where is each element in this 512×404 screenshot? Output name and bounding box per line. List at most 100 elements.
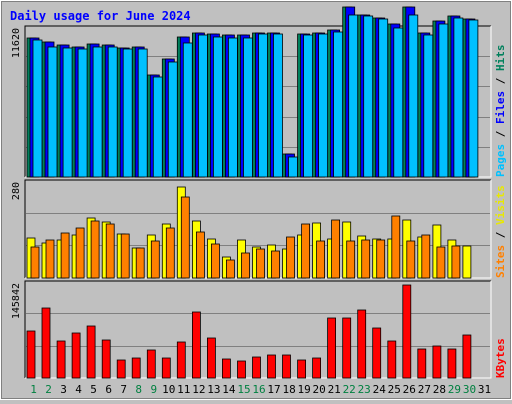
bar-sites-day-14: [225, 259, 235, 279]
bar-pages-day-14: [227, 37, 238, 178]
bar-sites-day-6: [105, 223, 115, 279]
bar-sites-day-21: [331, 219, 341, 279]
bar-pages-day-18: [288, 156, 298, 178]
bar-pages-day-17: [273, 33, 283, 178]
bar-sites-day-25: [391, 215, 401, 279]
bar-pages-day-2: [47, 46, 58, 178]
x-tick-label-24: 24: [373, 383, 387, 396]
bar-kbytes-day-20: [312, 357, 322, 379]
bar-sites-day-29: [451, 245, 461, 279]
bar-kbytes-day-27: [417, 348, 427, 379]
x-tick-label-14: 14: [222, 383, 236, 396]
bar-kbytes-day-26: [402, 284, 412, 379]
bar-pages-day-27: [423, 34, 434, 178]
x-tick-label-20: 20: [312, 383, 325, 396]
bar-sites-day-4: [75, 227, 85, 279]
x-tick-label-28: 28: [433, 383, 446, 396]
x-tick-label-12: 12: [192, 383, 205, 396]
panel-middle: 280 Sites / Visits: [11, 179, 507, 279]
x-tick-label-7: 7: [120, 383, 127, 396]
bar-sites-day-18: [286, 236, 295, 279]
x-tick-label-13: 13: [207, 383, 220, 396]
bar-kbytes-day-5: [86, 325, 96, 379]
bar-kbytes-day-9: [146, 349, 156, 379]
bar-kbytes-day-8: [131, 357, 141, 379]
legend-entry: Files: [494, 91, 507, 124]
bar-kbytes-day-14: [221, 358, 231, 379]
bar-kbytes-day-10: [161, 357, 171, 379]
bar-sites-day-8: [135, 247, 145, 279]
x-tick-label-19: 19: [297, 383, 310, 396]
legend-bottom: KBytes: [494, 338, 507, 378]
panel-border-dark: [24, 25, 491, 177]
bar-sites-day-10: [165, 227, 175, 279]
legend-entry: /: [494, 71, 507, 91]
bar-sites-day-11: [180, 196, 190, 279]
bar-pages-day-24: [378, 18, 389, 178]
bar-pages-day-25: [393, 27, 404, 178]
bar-kbytes-day-23: [357, 309, 367, 379]
bar-sites-day-23: [361, 239, 371, 279]
x-tick-label-1: 1: [30, 383, 37, 396]
bar-sites-day-17: [271, 250, 280, 279]
panel-top: 11620 Pages / Files / Hits: [11, 6, 507, 178]
x-tick-label-8: 8: [135, 383, 142, 396]
bar-pages-day-7: [122, 48, 133, 178]
bar-pages-day-3: [62, 47, 73, 178]
chart-title: Daily usage for June 2024: [10, 9, 191, 23]
legend-top: Pages / Files / Hits: [494, 45, 507, 178]
legend-entry: Pages: [494, 144, 507, 177]
bar-pages-day-30: [468, 19, 479, 178]
bar-kbytes-day-7: [116, 359, 126, 379]
bar-sites-day-12: [195, 231, 205, 279]
bar-sites-day-5: [90, 220, 100, 279]
bar-pages-day-11: [182, 42, 193, 178]
x-tick-label-15: 15: [237, 383, 250, 396]
bar-kbytes-day-24: [372, 327, 382, 379]
bar-sites-day-3: [60, 232, 70, 279]
bar-pages-day-23: [363, 15, 374, 178]
bar-kbytes-day-11: [176, 341, 186, 379]
bar-kbytes-day-2: [41, 307, 51, 379]
x-tick-label-26: 26: [403, 383, 416, 396]
bar-sites-day-15: [241, 252, 250, 279]
x-tick-label-23: 23: [358, 383, 371, 396]
bar-pages-day-6: [107, 46, 118, 178]
x-tick-label-5: 5: [90, 383, 97, 396]
bar-sites-day-22: [346, 240, 356, 279]
x-tick-label-17: 17: [267, 383, 280, 396]
bar-pages-day-21: [333, 31, 344, 178]
x-tick-label-31: 31: [478, 383, 491, 396]
bar-pages-day-22: [348, 14, 359, 178]
bar-pages-day-9: [152, 76, 163, 178]
bar-kbytes-day-1: [26, 330, 36, 379]
bar-pages-day-19: [303, 34, 314, 178]
legend-entry: Visits: [494, 185, 507, 225]
bar-pages-day-26: [408, 14, 419, 178]
bar-sites-day-26: [406, 240, 416, 279]
bar-visits-day-30: [462, 245, 472, 279]
bar-sites-day-9: [150, 240, 160, 279]
x-tick-label-27: 27: [418, 383, 431, 396]
bar-kbytes-day-13: [206, 337, 216, 379]
panel-bottom: 145842 KBytes: [11, 280, 507, 379]
bar-pages-day-8: [137, 48, 148, 178]
bar-kbytes-day-25: [387, 340, 397, 379]
bar-pages-day-12: [197, 34, 208, 178]
bar-kbytes-day-30: [462, 334, 472, 379]
x-tick-label-22: 22: [343, 383, 356, 396]
bar-pages-day-13: [212, 36, 223, 178]
bar-pages-day-16: [258, 33, 268, 178]
legend-entry: KBytes: [494, 338, 507, 378]
bar-sites-day-28: [436, 246, 446, 279]
bar-sites-day-7: [120, 233, 130, 279]
y-max-label: 145842: [11, 283, 22, 319]
bar-sites-day-1: [30, 246, 40, 279]
x-tick-label-9: 9: [150, 383, 157, 396]
x-tick-label-3: 3: [60, 383, 67, 396]
y-max-label: 280: [11, 182, 22, 200]
legend-entry: Sites: [494, 245, 507, 278]
panel-border-dark: [24, 179, 491, 278]
